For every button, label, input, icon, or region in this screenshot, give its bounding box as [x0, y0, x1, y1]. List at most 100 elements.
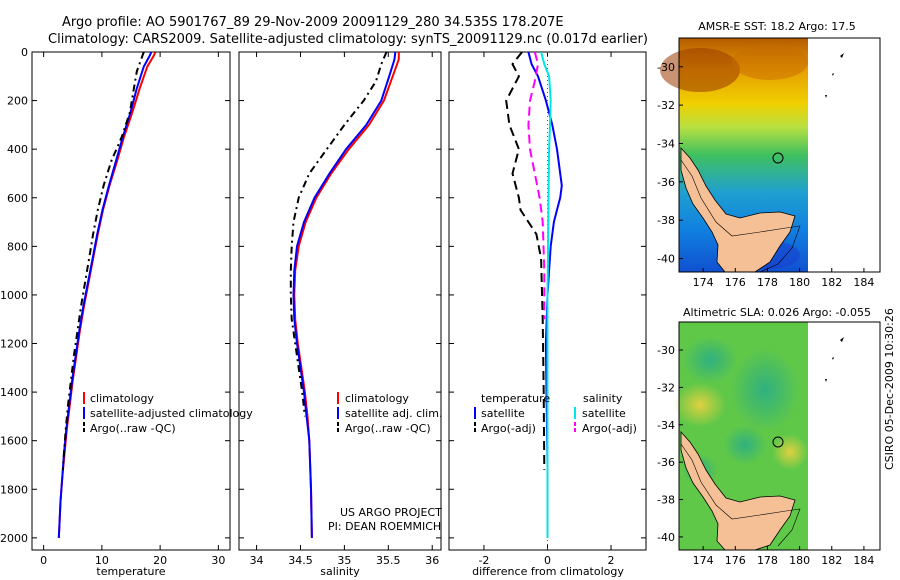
depth-tick-label: 200 — [7, 95, 28, 108]
depth-tick-label: 1200 — [0, 338, 28, 351]
sst-xtick-label: 182 — [821, 276, 842, 289]
figure-title-line1: Argo profile: AO 5901767_89 29-Nov-2009 … — [62, 15, 564, 30]
difference-xtick-label: 2 — [608, 554, 615, 567]
sst-ytick-label: -34 — [657, 137, 675, 150]
sla-land-north-island — [680, 430, 796, 551]
sst-land-north-island — [680, 146, 796, 273]
sla-ytick-label: -40 — [657, 531, 675, 544]
depth-tick-label: 800 — [7, 240, 28, 253]
difference-series-line — [505, 52, 546, 470]
temperature-x-ticks: 0 10 20 30 — [32, 51, 230, 567]
salinity-xtick-label: 34.5 — [288, 554, 313, 567]
depth-tick-label: 400 — [7, 143, 28, 156]
sst-map-title: AMSR-E SST: 18.2 Argo: 17.5 — [698, 20, 856, 33]
temperature-xtick-label: 20 — [153, 554, 167, 567]
sst-xtick-label: 178 — [757, 276, 778, 289]
sst-xtick-label: 176 — [725, 276, 746, 289]
sla-xtick-label: 174 — [693, 554, 714, 567]
sst-map-frame — [678, 37, 881, 273]
depth-tick-label: 1400 — [0, 386, 28, 399]
depth-tick-label: 1600 — [0, 435, 28, 448]
sst-float-marker — [772, 152, 784, 164]
difference-series-line — [527, 52, 546, 320]
difference-xlabel: difference from climatology — [472, 565, 624, 578]
salinity-series — [289, 52, 400, 538]
sst-xtick-label: 184 — [853, 276, 874, 289]
salinity-axes — [238, 51, 442, 551]
legend-label-sal-argo: Argo(-adj) — [582, 422, 637, 435]
salinity-series-line — [289, 52, 388, 417]
temperature-series-line — [57, 52, 153, 538]
sla-map-title: Altimetric SLA: 0.026 Argo: -0.055 — [683, 306, 871, 319]
sst-ytick-label: -40 — [657, 253, 675, 266]
legend-label-sal-satellite: satellite — [582, 407, 626, 420]
difference-x-ticks: -2 0 2 — [449, 51, 646, 567]
sla-ytick-label: -38 — [657, 494, 675, 507]
temperature-xtick-label: 0 — [40, 554, 47, 567]
depth-tick-label: 600 — [7, 192, 28, 205]
depth-tick-label: 2000 — [0, 532, 28, 545]
temperature-xlabel: temperature — [96, 565, 165, 578]
salinity-xtick-label: 35.5 — [376, 554, 401, 567]
salinity-legend: climatology satellite adj. clim. Argo(..… — [337, 392, 442, 435]
sla-map-ticks: 174 176 178 180 182 184 -30 -32 -34 -36 -38 -40 — [657, 344, 874, 567]
salinity-x-ticks: 34 34.5 35 35.5 36 — [239, 51, 441, 567]
sst-map — [660, 37, 881, 273]
legend-label-climatology: climatology — [90, 392, 154, 405]
salinity-xlabel: salinity — [320, 565, 360, 578]
credit-stamp: CSIRO 05-Dec-2009 10:30:26 — [883, 308, 896, 470]
difference-xtick-label: 0 — [544, 554, 551, 567]
sla-ytick-label: -30 — [657, 344, 675, 357]
depth-axis: 0 200 400 600 800 1000 1200 1400 1600 1800 2000 — [0, 46, 28, 545]
difference-xtick-label: -2 — [478, 554, 489, 567]
sla-xtick-label: 180 — [789, 554, 810, 567]
sla-map-frame — [678, 321, 881, 551]
sst-xtick-label: 180 — [789, 276, 810, 289]
legend-label-climatology: climatology — [345, 392, 409, 405]
difference-series — [505, 52, 563, 550]
depth-tick-label: 1000 — [0, 289, 28, 302]
legend-label-argo: Argo(..raw -QC) — [345, 422, 431, 435]
salinity-xtick-label: 35 — [337, 554, 351, 567]
sst-ytick-label: -38 — [657, 214, 675, 227]
legend-header-salinity: salinity — [583, 392, 623, 405]
sla-map — [674, 321, 881, 551]
temperature-xtick-label: 30 — [211, 554, 225, 567]
depth-tick-label: 1800 — [0, 483, 28, 496]
salinity-xtick-label: 36 — [425, 554, 439, 567]
project-name: US ARGO PROJECT — [340, 506, 442, 519]
temperature-series-line — [61, 52, 145, 470]
salinity-series-line — [292, 52, 397, 538]
legend-header-temperature: temperature — [481, 392, 550, 405]
sla-ytick-label: -34 — [657, 419, 675, 432]
figure-title-line2: Climatology: CARS2009. Satellite-adjuste… — [48, 32, 648, 47]
salinity-xtick-label: 34 — [250, 554, 264, 567]
sst-ytick-label: -30 — [657, 61, 675, 74]
sla-xtick-label: 184 — [853, 554, 874, 567]
legend-label-satellite: satellite-adjusted climatology — [90, 407, 253, 420]
sst-ytick-label: -36 — [657, 176, 675, 189]
legend-label-argo: Argo(..raw -QC) — [90, 422, 176, 435]
sst-ytick-label: -32 — [657, 99, 675, 112]
sst-xtick-label: 174 — [693, 276, 714, 289]
sla-ytick-label: -32 — [657, 381, 675, 394]
sst-map-ticks: 174 176 178 180 182 184 -30 -32 -34 -36 -38 -40 — [657, 61, 874, 289]
sla-float-marker — [772, 436, 784, 448]
difference-legend: temperature salinity satellite Argo(-adj… — [474, 392, 637, 435]
sla-xtick-label: 178 — [757, 554, 778, 567]
sla-xtick-label: 182 — [821, 554, 842, 567]
legend-label-temp-argo: Argo(-adj) — [481, 422, 536, 435]
difference-series-line — [527, 52, 563, 538]
temperature-series — [57, 52, 157, 538]
temperature-series-line — [57, 52, 157, 538]
project-pi: PI: DEAN ROEMMICH — [328, 520, 441, 533]
legend-label-temp-satellite: satellite — [481, 407, 525, 420]
sla-ytick-label: -36 — [657, 456, 675, 469]
difference-series-line — [540, 52, 552, 538]
depth-tick-label: 0 — [21, 46, 28, 59]
temperature-legend: climatology satellite-adjusted climatolo… — [83, 392, 253, 435]
temperature-xtick-label: 10 — [95, 554, 109, 567]
temperature-axes — [31, 51, 231, 551]
sla-xtick-label: 176 — [725, 554, 746, 567]
